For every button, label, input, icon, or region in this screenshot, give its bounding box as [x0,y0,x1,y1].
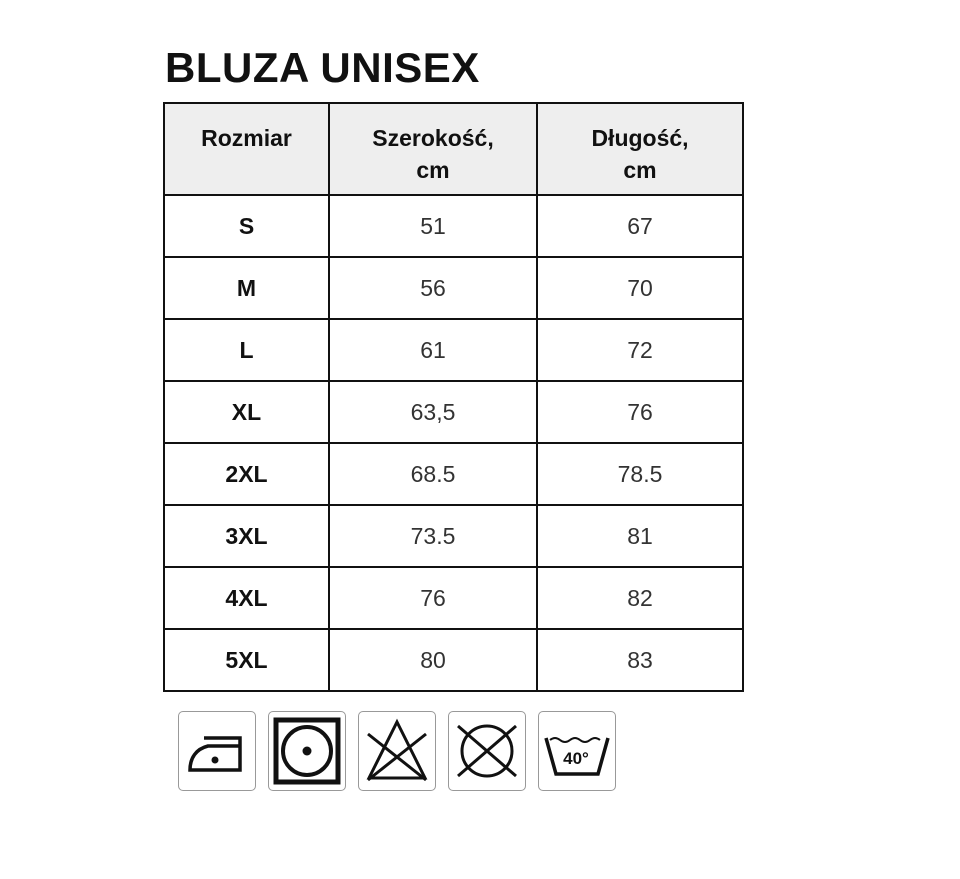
table-row: 3XL 73.5 81 [163,504,744,568]
cell-length: 83 [536,628,744,692]
header-width: Szerokość, cm [328,102,538,196]
size-table: Rozmiar Szerokość, cm Długość, cm S 51 67 M 56… [163,102,744,692]
do-not-dry-clean-icon [448,711,526,791]
cell-width: 68.5 [328,442,538,506]
wash-40-icon: 40° [538,711,616,791]
page-title: BLUZA UNISEX [165,44,480,91]
cell-length: 81 [536,504,744,568]
cell-size: 2XL [163,442,330,506]
cell-size: 4XL [163,566,330,630]
table-row: S 51 67 [163,194,744,258]
table-row: XL 63,5 76 [163,380,744,444]
cell-size: 3XL [163,504,330,568]
cell-size: 5XL [163,628,330,692]
header-length: Długość, cm [536,102,744,196]
cell-width: 76 [328,566,538,630]
cell-size: M [163,256,330,320]
cell-width: 51 [328,194,538,258]
header-length-unit: cm [623,157,657,183]
table-row: 4XL 76 82 [163,566,744,630]
header-width-unit: cm [416,157,450,183]
cell-length: 72 [536,318,744,382]
header-size: Rozmiar [163,102,330,196]
header-size-label: Rozmiar [201,125,292,151]
cell-length: 82 [536,566,744,630]
cell-length: 78.5 [536,442,744,506]
cell-width: 56 [328,256,538,320]
care-icons: 40° [178,711,616,791]
table-row: L 61 72 [163,318,744,382]
header-length-label: Długość, [591,125,689,151]
tumble-dry-icon [268,711,346,791]
cell-size: L [163,318,330,382]
do-not-bleach-icon [358,711,436,791]
cell-width: 80 [328,628,538,692]
cell-width: 63,5 [328,380,538,444]
iron-low-heat-icon [178,711,256,791]
cell-size: XL [163,380,330,444]
table-row: M 56 70 [163,256,744,320]
cell-length: 67 [536,194,744,258]
table-row: 5XL 80 83 [163,628,744,692]
cell-width: 73.5 [328,504,538,568]
cell-length: 70 [536,256,744,320]
header-width-label: Szerokość, [372,125,494,151]
cell-size: S [163,194,330,258]
table-row: 2XL 68.5 78.5 [163,442,744,506]
cell-width: 61 [328,318,538,382]
wash-temperature-label: 40° [563,749,589,768]
table-header-row: Rozmiar Szerokość, cm Długość, cm [163,102,744,196]
cell-length: 76 [536,380,744,444]
